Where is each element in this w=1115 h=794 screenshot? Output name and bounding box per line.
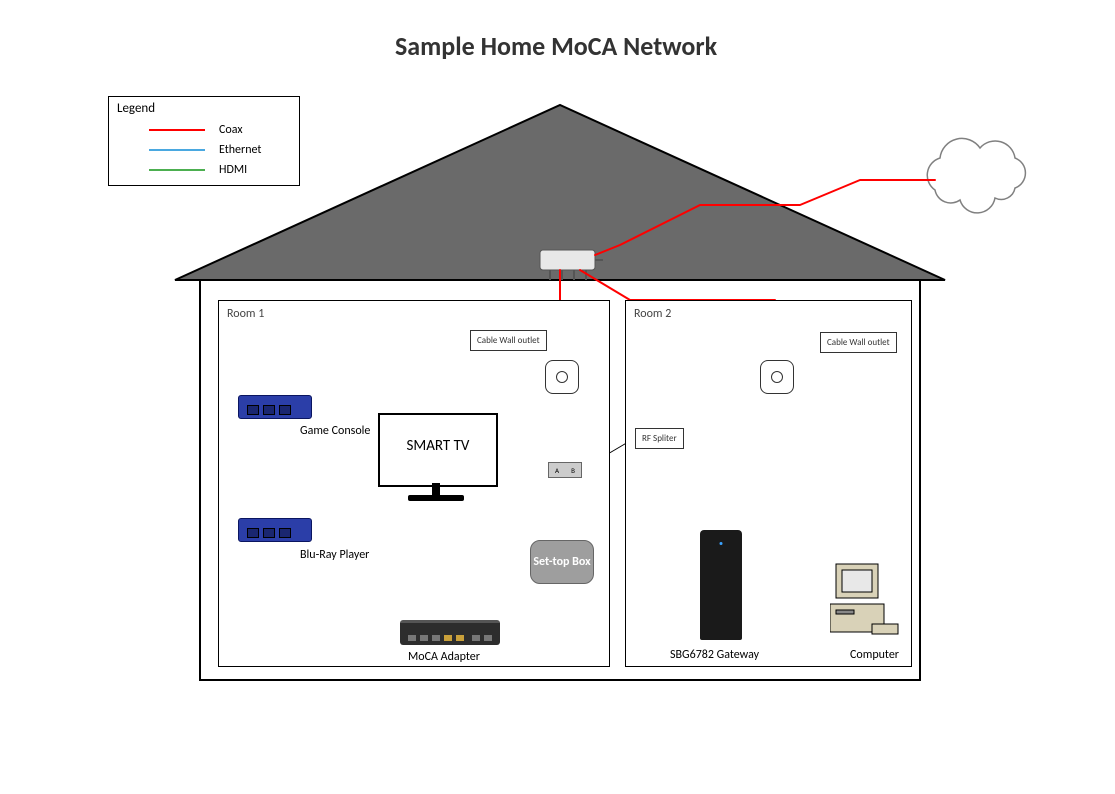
cable-wall-outlet-2-callout: Cable Wall outlet: [820, 332, 897, 353]
legend-line-hdmi: [149, 169, 205, 171]
computer-label: Computer: [850, 648, 899, 662]
bluray-label: Blu-Ray Player: [300, 548, 369, 562]
game-console-label: Game Console: [300, 424, 370, 438]
legend-line-ethernet: [149, 149, 205, 151]
cable-wall-outlet-1-callout: Cable Wall outlet: [470, 330, 547, 351]
settop-box-device: Set-top Box: [530, 540, 594, 584]
gateway-device: [700, 530, 742, 640]
legend-box: Legend Coax Ethernet HDMI: [108, 96, 300, 186]
rf-splitter-device: AB: [548, 462, 582, 478]
smart-tv-label: SMART TV: [380, 437, 496, 455]
tv-stand: [432, 483, 440, 495]
game-console-device: [238, 395, 312, 419]
legend-label-coax: Coax: [219, 123, 243, 137]
smart-tv-device: SMART TV: [378, 413, 498, 487]
tv-base: [408, 495, 464, 501]
cable-wall-outlet-1: [545, 360, 579, 394]
room1-label: Room 1: [227, 307, 264, 321]
legend-label-hdmi: HDMI: [219, 163, 247, 177]
gateway-label: SBG6782 Gateway: [670, 648, 759, 662]
room2-label: Room 2: [634, 307, 671, 321]
diagram-title: Sample Home MoCA Network: [395, 30, 717, 62]
bluray-device: [238, 518, 312, 542]
legend-label-ethernet: Ethernet: [219, 143, 261, 157]
rf-splitter-callout: RF Spliter: [635, 428, 684, 449]
settop-box-label: Set-top Box: [533, 555, 590, 569]
cable-wall-outlet-2: [760, 360, 794, 394]
computer-icon: [830, 560, 900, 640]
legend-title: Legend: [117, 101, 155, 116]
moca-adapter-device: [400, 620, 500, 645]
legend-line-coax: [149, 129, 205, 131]
moca-adapter-label: MoCA Adapter: [408, 650, 480, 664]
